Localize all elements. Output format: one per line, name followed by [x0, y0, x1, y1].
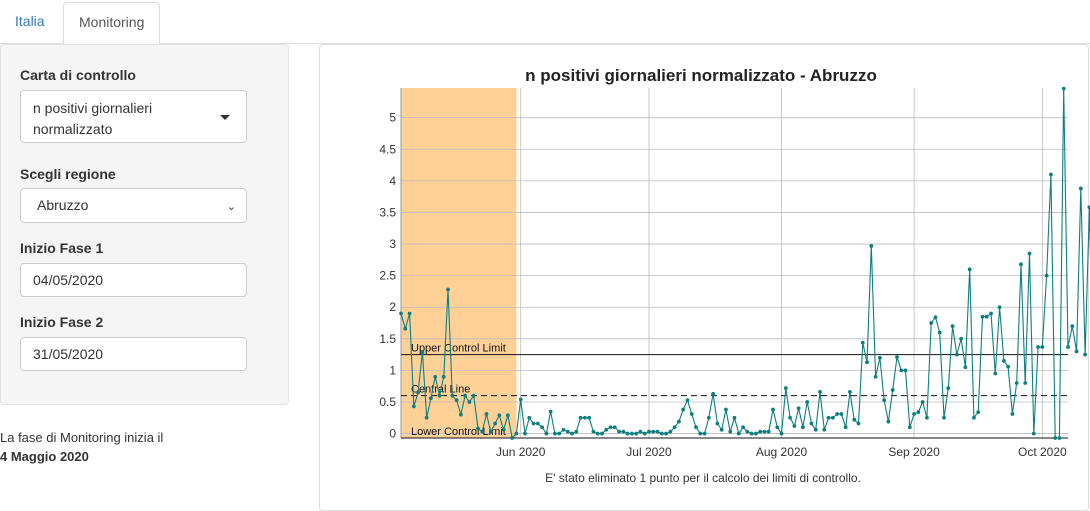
chart-select-label: Carta di controllo	[20, 67, 136, 83]
phase1-date-input[interactable]: 04/05/2020	[20, 263, 247, 297]
phase1-label: Inizio Fase 1	[20, 240, 104, 256]
tab-italia[interactable]: Italia	[15, 13, 45, 29]
chevron-down-icon: ⌄	[226, 201, 236, 213]
phase1-date-value: 04/05/2020	[33, 272, 104, 288]
region-select-value: Abruzzo	[37, 197, 89, 213]
tab-bar: Italia Monitoring	[0, 0, 1090, 44]
phase2-label: Inizio Fase 2	[20, 314, 104, 330]
monitoring-note-date: 4 Maggio 2020	[0, 449, 89, 464]
chart-panel	[319, 44, 1089, 511]
tab-monitoring[interactable]: Monitoring	[63, 2, 160, 44]
monitoring-note: La fase di Monitoring inizia il 4 Maggio…	[0, 428, 163, 466]
phase2-date-input[interactable]: 31/05/2020	[20, 337, 247, 371]
region-select[interactable]: Abruzzo ⌄	[20, 188, 247, 223]
monitoring-note-text: La fase di Monitoring inizia il	[0, 430, 164, 445]
caret-down-icon	[220, 115, 230, 120]
chart-select[interactable]: n positivi giornalieri normalizzato	[20, 90, 247, 143]
phase2-date-value: 31/05/2020	[33, 346, 104, 362]
chart-select-value: n positivi giornalieri normalizzato	[33, 100, 153, 137]
region-select-label: Scegli regione	[20, 166, 116, 182]
sidebar-panel: Carta di controllo n positivi giornalier…	[0, 44, 289, 405]
